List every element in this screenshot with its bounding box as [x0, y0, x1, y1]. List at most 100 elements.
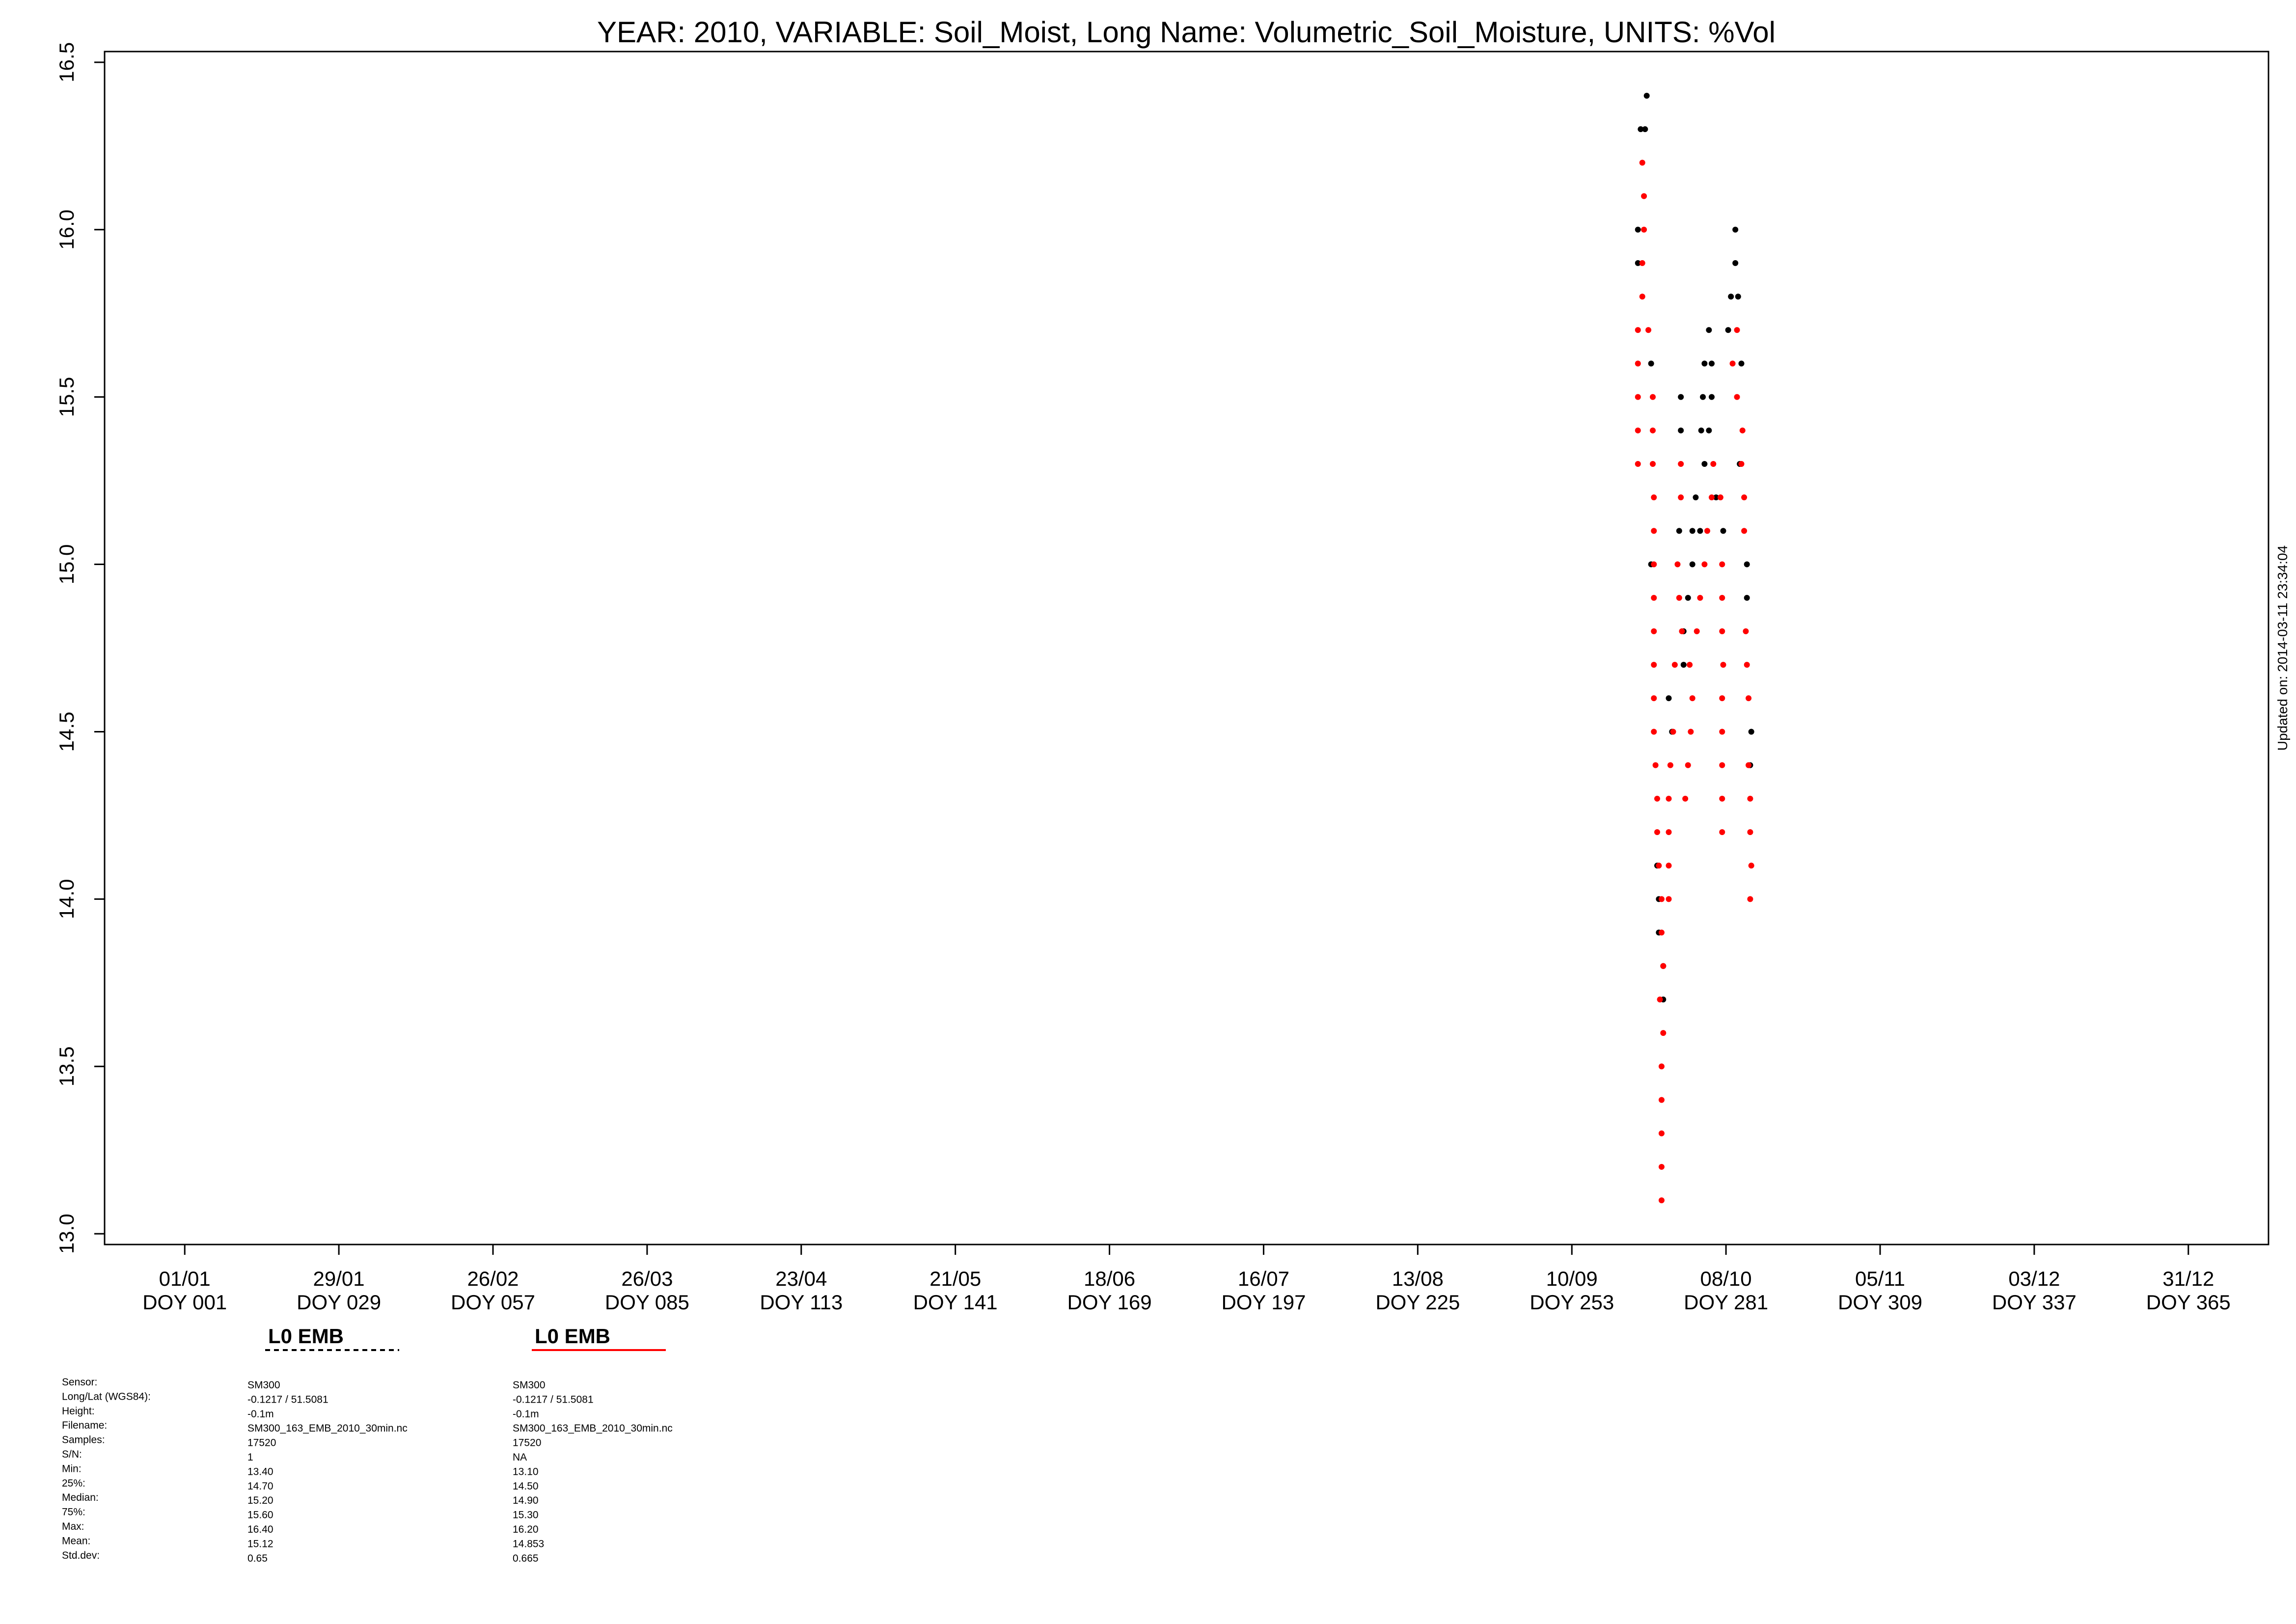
- data-point: [1666, 896, 1672, 902]
- data-point: [1747, 795, 1753, 802]
- info-value: 13.10: [513, 1466, 539, 1477]
- data-point: [1656, 863, 1662, 869]
- data-point: [1732, 260, 1739, 266]
- data-point: [1641, 226, 1647, 233]
- data-point: [1680, 662, 1687, 668]
- info-value: -0.1m: [247, 1408, 274, 1420]
- data-point: [1658, 1063, 1665, 1070]
- data-point: [1650, 461, 1656, 467]
- data-point: [1658, 1197, 1665, 1203]
- data-point: [1738, 360, 1745, 367]
- plot-frame: [104, 51, 2269, 1245]
- data-point: [1654, 795, 1660, 802]
- data-point: [1654, 829, 1660, 835]
- x-tick-label: 05/11 DOY 309: [1838, 1267, 1922, 1314]
- data-point: [1704, 528, 1710, 534]
- data-point: [1666, 795, 1672, 802]
- x-tick-label: 01/01 DOY 001: [142, 1267, 227, 1314]
- data-point: [1748, 729, 1754, 735]
- data-point: [1658, 929, 1665, 936]
- chart-title: YEAR: 2010, VARIABLE: Soil_Moist, Long N…: [597, 16, 1776, 49]
- data-point: [1658, 896, 1665, 902]
- y-tick-label: 13.5: [55, 1046, 78, 1086]
- data-point: [1657, 996, 1663, 1002]
- info-label: Median:: [62, 1492, 99, 1503]
- data-point: [1746, 695, 1752, 702]
- data-point: [1713, 494, 1719, 501]
- data-point: [1635, 461, 1641, 467]
- info-value: 13.40: [247, 1466, 273, 1477]
- data-point: [1651, 695, 1657, 702]
- data-point: [1739, 427, 1746, 433]
- data-point: [1693, 494, 1699, 501]
- data-point: [1639, 260, 1645, 266]
- legend-label: L0 EMB: [535, 1325, 610, 1348]
- data-point: [1744, 595, 1750, 601]
- info-label: 25%:: [62, 1478, 85, 1489]
- data-point: [1666, 829, 1672, 835]
- data-point: [1678, 394, 1684, 400]
- data-point: [1687, 662, 1693, 668]
- data-point: [1697, 595, 1703, 601]
- data-point: [1719, 729, 1725, 735]
- data-point: [1719, 595, 1725, 601]
- data-point: [1688, 729, 1694, 735]
- x-tick-label: 03/12 DOY 337: [1992, 1267, 2077, 1314]
- info-label: Mean:: [62, 1535, 90, 1546]
- data-point: [1651, 628, 1657, 634]
- data-point: [1720, 662, 1726, 668]
- y-tick-label: 15.0: [55, 544, 78, 585]
- data-point: [1678, 427, 1684, 433]
- data-point: [1701, 461, 1708, 467]
- y-tick-label: 14.0: [55, 879, 78, 919]
- update-note: Updated on: 2014-03-11 23:34:04: [2275, 545, 2290, 751]
- data-point: [1701, 360, 1708, 367]
- info-value: 15.20: [247, 1495, 273, 1506]
- data-point: [1743, 628, 1749, 634]
- info-value: SM300: [247, 1380, 280, 1391]
- data-point: [1719, 561, 1725, 568]
- data-point: [1732, 226, 1739, 233]
- data-point: [1694, 628, 1700, 634]
- data-point: [1706, 327, 1712, 333]
- data-point: [1710, 461, 1717, 467]
- data-point: [1651, 662, 1657, 668]
- data-point: [1658, 1130, 1665, 1137]
- info-value: -0.1m: [513, 1408, 539, 1420]
- data-point: [1719, 829, 1725, 835]
- info-value: 0.65: [247, 1553, 268, 1564]
- data-point: [1660, 963, 1667, 969]
- data-point: [1660, 1030, 1667, 1036]
- info-value: NA: [513, 1452, 527, 1463]
- data-point: [1666, 863, 1672, 869]
- data-point: [1747, 896, 1753, 902]
- data-point: [1719, 762, 1725, 768]
- data-point: [1679, 628, 1685, 634]
- y-tick-label: 15.5: [55, 377, 78, 417]
- data-point: [1685, 762, 1691, 768]
- x-tick-label: 31/12 DOY 365: [2146, 1267, 2231, 1314]
- info-label: Long/Lat (WGS84):: [62, 1391, 151, 1402]
- data-point: [1748, 863, 1754, 869]
- data-point: [1697, 528, 1703, 534]
- info-value: 16.20: [513, 1524, 539, 1535]
- data-point: [1729, 360, 1736, 367]
- data-point: [1719, 695, 1725, 702]
- x-tick-label: 29/01 DOY 029: [297, 1267, 381, 1314]
- data-point: [1658, 1164, 1665, 1170]
- data-point: [1639, 160, 1645, 166]
- data-point: [1678, 461, 1684, 467]
- info-label: Min:: [62, 1463, 82, 1474]
- data-point: [1645, 327, 1652, 333]
- data-point: [1651, 729, 1657, 735]
- info-value: 15.12: [247, 1538, 273, 1549]
- info-value: SM300: [513, 1380, 546, 1391]
- data-point: [1670, 729, 1676, 735]
- y-tick-label: 16.5: [55, 42, 78, 82]
- info-label: Samples:: [62, 1435, 105, 1446]
- y-tick-label: 16.0: [55, 210, 78, 250]
- x-tick-label: 26/02 DOY 057: [451, 1267, 535, 1314]
- data-point: [1682, 795, 1689, 802]
- y-tick-label: 13.0: [55, 1214, 78, 1254]
- data-point: [1651, 595, 1657, 601]
